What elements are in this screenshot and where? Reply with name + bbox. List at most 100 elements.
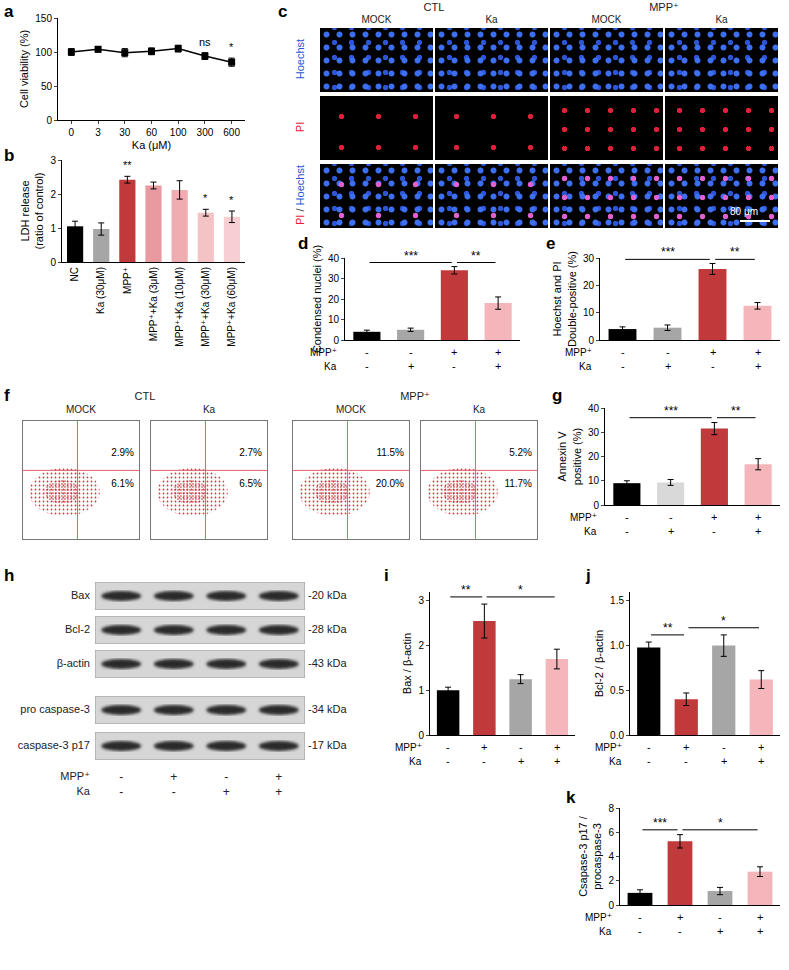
svg-text:3: 3 <box>50 155 56 166</box>
svg-text:40: 40 <box>588 403 600 414</box>
svg-text:-: - <box>669 511 673 523</box>
svg-text:2.7%: 2.7% <box>239 447 262 458</box>
svg-text:MPP⁺+Ka (3μM): MPP⁺+Ka (3μM) <box>148 267 159 341</box>
svg-text:Ka: Ka <box>324 361 337 372</box>
svg-text:+: + <box>665 360 671 372</box>
svg-text:1: 1 <box>50 223 56 234</box>
svg-text:0: 0 <box>418 730 424 741</box>
svg-text:*: * <box>518 583 523 597</box>
svg-text:30: 30 <box>588 427 600 438</box>
svg-text:0: 0 <box>593 500 599 511</box>
svg-text:20.0%: 20.0% <box>376 478 404 489</box>
svg-text:-: - <box>482 755 486 767</box>
svg-text:-: - <box>712 525 716 537</box>
svg-text:1: 1 <box>418 685 424 696</box>
svg-text:Hoechst and PIDouble-positive: Hoechst and PIDouble-positive (%) <box>551 251 577 347</box>
svg-text:600: 600 <box>223 127 240 138</box>
svg-text:**: ** <box>663 621 673 635</box>
svg-text:2: 2 <box>418 640 424 651</box>
svg-text:6.1%: 6.1% <box>111 478 134 489</box>
svg-text:Csapase-3 p17 /procaspase-3: Csapase-3 p17 /procaspase-3 <box>577 815 603 897</box>
svg-text:3: 3 <box>95 127 101 138</box>
svg-text:30: 30 <box>583 253 595 264</box>
svg-text:***: *** <box>404 249 418 263</box>
svg-text:Ka: Ka <box>584 526 597 537</box>
svg-text:+: + <box>495 346 501 358</box>
svg-text:40: 40 <box>328 253 340 264</box>
svg-text:50: 50 <box>41 81 53 92</box>
svg-text:Ka (μM): Ka (μM) <box>132 139 171 151</box>
svg-text:+: + <box>668 525 674 537</box>
svg-text:100: 100 <box>170 127 187 138</box>
svg-text:11.7%: 11.7% <box>504 478 532 489</box>
svg-text:10: 10 <box>328 314 340 325</box>
svg-text:0: 0 <box>50 257 56 268</box>
svg-text:Ka: Ka <box>599 926 612 937</box>
svg-text:6.5%: 6.5% <box>239 478 262 489</box>
svg-text:4: 4 <box>608 851 614 862</box>
svg-text:6: 6 <box>608 827 614 838</box>
svg-text:+: + <box>518 755 524 767</box>
svg-text:-: - <box>666 346 670 358</box>
svg-text:MPP⁺: MPP⁺ <box>310 347 337 358</box>
svg-text:-: - <box>684 755 688 767</box>
svg-text:MPP⁺+Ka (60μM): MPP⁺+Ka (60μM) <box>226 267 237 347</box>
svg-text:20: 20 <box>328 294 340 305</box>
svg-text:0.5: 0.5 <box>610 685 624 696</box>
svg-text:-: - <box>647 755 651 767</box>
svg-text:MPP⁺: MPP⁺ <box>595 742 622 753</box>
svg-text:**: ** <box>731 404 741 418</box>
svg-text:30: 30 <box>119 127 131 138</box>
svg-text:2: 2 <box>608 875 614 886</box>
svg-text:20: 20 <box>583 280 595 291</box>
svg-text:+: + <box>721 755 727 767</box>
svg-text:-: - <box>718 911 722 923</box>
svg-text:100: 100 <box>35 47 52 58</box>
svg-text:+: + <box>717 925 723 937</box>
svg-text:-: - <box>678 925 682 937</box>
svg-text:MPP⁺: MPP⁺ <box>570 512 597 523</box>
svg-text:MPP⁺: MPP⁺ <box>122 267 133 294</box>
svg-text:-: - <box>409 346 413 358</box>
svg-text:+: + <box>451 346 457 358</box>
svg-text:*: * <box>229 41 234 53</box>
svg-text:+: + <box>755 360 761 372</box>
svg-text:Ka (30μM): Ka (30μM) <box>95 267 106 314</box>
svg-text:+: + <box>495 360 501 372</box>
svg-text:MPP⁺: MPP⁺ <box>395 742 422 753</box>
svg-text:Condensed nuclei (%): Condensed nuclei (%) <box>311 245 323 353</box>
svg-text:Bcl-2 / β-actin: Bcl-2 / β-actin <box>593 630 605 697</box>
svg-text:-: - <box>638 911 642 923</box>
svg-text:11.5%: 11.5% <box>376 447 404 458</box>
svg-text:-: - <box>621 346 625 358</box>
svg-text:0: 0 <box>46 115 52 126</box>
svg-text:MPP⁺+Ka (10μM): MPP⁺+Ka (10μM) <box>174 267 185 347</box>
svg-text:0: 0 <box>588 335 594 346</box>
svg-text:3: 3 <box>418 595 424 606</box>
svg-text:+: + <box>757 911 763 923</box>
svg-text:-: - <box>625 525 629 537</box>
svg-text:20: 20 <box>588 451 600 462</box>
svg-text:**: ** <box>123 159 132 171</box>
svg-text:Bax / β-actin: Bax / β-actin <box>401 633 413 694</box>
svg-text:ns: ns <box>199 36 211 48</box>
svg-text:-: - <box>446 741 450 753</box>
svg-text:MPP⁺+Ka (30μM): MPP⁺+Ka (30μM) <box>200 267 211 347</box>
svg-text:**: ** <box>730 245 740 259</box>
svg-text:+: + <box>758 755 764 767</box>
svg-text:2: 2 <box>50 189 56 200</box>
svg-text:*: * <box>229 194 234 206</box>
svg-text:0.0: 0.0 <box>610 730 624 741</box>
svg-text:*: * <box>721 614 726 628</box>
svg-text:+: + <box>711 511 717 523</box>
svg-text:-: - <box>638 925 642 937</box>
svg-text:150: 150 <box>35 13 52 24</box>
svg-text:+: + <box>554 741 560 753</box>
svg-text:+: + <box>408 360 414 372</box>
svg-text:+: + <box>758 741 764 753</box>
svg-text:10: 10 <box>583 307 595 318</box>
svg-text:1.5: 1.5 <box>610 595 624 606</box>
svg-text:**: ** <box>471 249 481 263</box>
svg-text:2.9%: 2.9% <box>111 447 134 458</box>
svg-text:+: + <box>755 346 761 358</box>
